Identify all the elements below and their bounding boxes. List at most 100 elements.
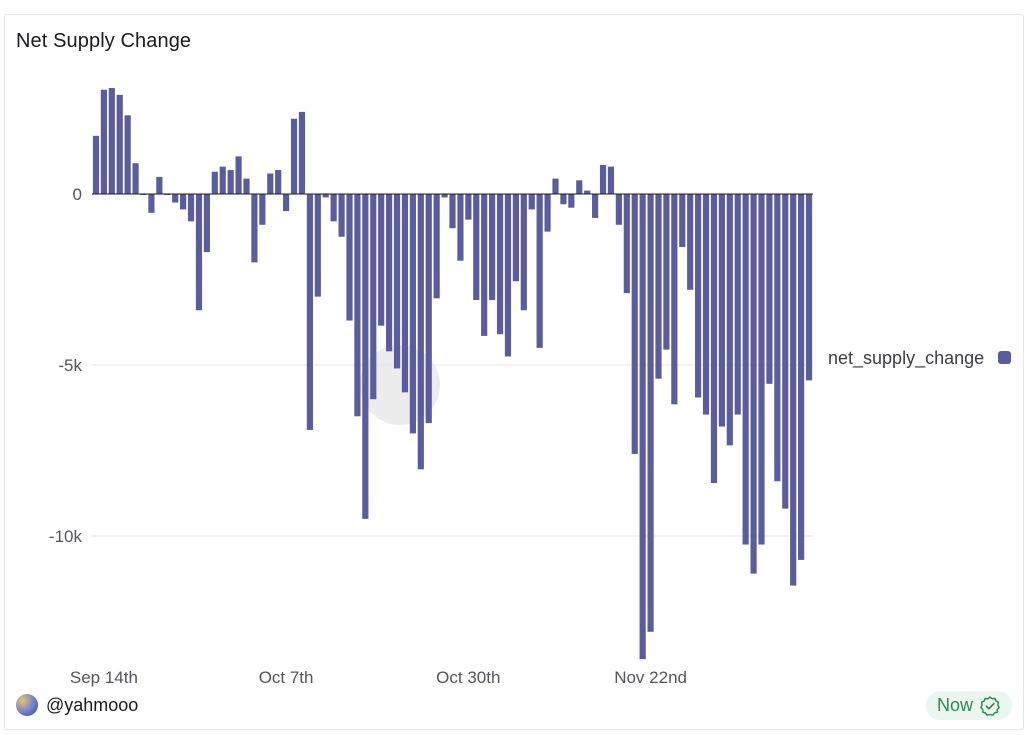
bar — [544, 194, 551, 232]
bar — [290, 118, 298, 194]
bar — [100, 89, 107, 194]
bar — [695, 194, 702, 398]
author-username: @yahmooo — [46, 694, 139, 715]
y-tick-label: -10k — [49, 527, 83, 546]
x-tick-label: Oct 30th — [436, 668, 500, 687]
bar — [195, 194, 203, 311]
bar — [314, 194, 321, 297]
bar — [409, 194, 416, 434]
bar — [710, 194, 718, 483]
bar — [211, 171, 218, 194]
legend[interactable]: net_supply_change — [828, 348, 1014, 370]
page-title: Net Supply Change — [16, 30, 192, 52]
bar — [148, 194, 155, 213]
bar — [473, 194, 480, 301]
x-tick-label: Sep 14th — [70, 668, 138, 687]
bar — [758, 194, 765, 545]
bar — [599, 164, 607, 194]
bar — [560, 194, 567, 205]
bar — [465, 194, 472, 220]
bar — [267, 173, 274, 194]
avatar-icon — [16, 694, 38, 716]
bar — [655, 194, 662, 379]
bar — [504, 194, 512, 357]
bar — [805, 194, 813, 381]
bar — [108, 87, 115, 194]
bar — [782, 194, 789, 509]
bar — [552, 178, 559, 194]
bar — [718, 194, 725, 427]
bar — [283, 194, 290, 212]
bar — [734, 194, 741, 415]
bar — [528, 194, 535, 210]
bar — [386, 194, 393, 352]
bar — [592, 194, 599, 218]
bar — [687, 194, 694, 290]
bar — [417, 194, 424, 470]
bar — [362, 194, 369, 519]
bar — [338, 194, 345, 237]
bar — [322, 194, 329, 198]
bar — [275, 170, 282, 194]
status-badge[interactable]: Now — [926, 691, 1012, 720]
bar — [623, 194, 630, 294]
bar — [774, 194, 781, 482]
bar — [227, 170, 234, 194]
bar — [156, 176, 163, 194]
bar — [433, 194, 440, 299]
bar — [520, 194, 527, 311]
bar — [298, 111, 306, 194]
bar — [259, 194, 266, 225]
bar — [203, 194, 210, 253]
bar — [425, 194, 432, 424]
bar — [354, 194, 361, 417]
bar — [219, 166, 226, 194]
bar — [92, 135, 100, 194]
y-tick-label: -5k — [58, 356, 82, 375]
bar — [647, 194, 654, 632]
bar — [393, 194, 401, 369]
bar — [639, 194, 646, 660]
bar — [790, 194, 797, 586]
bar — [489, 194, 496, 301]
bar — [235, 156, 242, 194]
bar — [251, 194, 258, 263]
bar — [679, 194, 686, 248]
bar — [330, 194, 337, 222]
legend-swatch-icon — [998, 351, 1011, 364]
author[interactable]: @yahmooo — [16, 693, 138, 717]
bar — [124, 115, 131, 194]
x-tick-label: Nov 22nd — [614, 668, 687, 687]
bar — [671, 194, 678, 405]
bar — [512, 194, 519, 282]
bar — [116, 94, 123, 194]
bar — [346, 194, 353, 321]
bar — [615, 194, 622, 225]
bar — [370, 194, 377, 400]
status-text: Now — [936, 695, 973, 715]
bar — [481, 194, 488, 336]
bar — [726, 194, 733, 446]
bar — [132, 163, 139, 194]
bar — [180, 194, 187, 210]
y-tick-label: 0 — [73, 185, 82, 204]
bar — [584, 190, 591, 194]
bar — [576, 180, 583, 194]
bar — [457, 194, 464, 261]
x-tick-label: Oct 7th — [259, 668, 314, 687]
bar — [663, 194, 670, 350]
verified-check-icon — [980, 695, 1000, 716]
bar — [798, 194, 805, 560]
bar — [172, 194, 179, 203]
bar — [702, 194, 710, 415]
legend-series-label: net_supply_change — [828, 348, 985, 368]
bar — [568, 194, 575, 208]
bar — [750, 194, 757, 574]
bar — [742, 194, 749, 545]
bar — [449, 194, 456, 229]
bar — [187, 194, 195, 222]
bar — [607, 166, 615, 194]
bar — [441, 194, 448, 198]
bar — [496, 194, 504, 335]
chart-card — [4, 14, 1024, 730]
